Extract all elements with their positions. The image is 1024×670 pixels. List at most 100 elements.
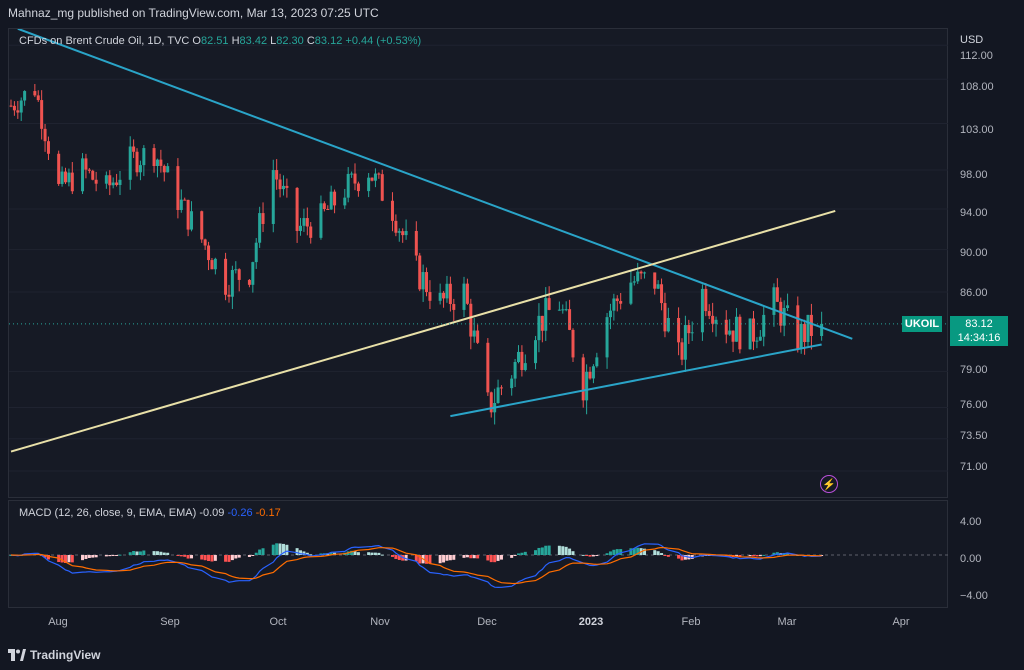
candle-body	[67, 172, 71, 183]
macd-histogram-bar	[561, 546, 565, 555]
candle-body	[486, 342, 490, 393]
candle-body	[636, 271, 640, 282]
macd-histogram-bar	[643, 548, 647, 555]
brand-name: TradingView	[30, 648, 101, 662]
macd-histogram-bar	[496, 555, 500, 561]
candle-body	[401, 231, 405, 236]
candle-body	[224, 258, 228, 295]
candle-body	[608, 310, 612, 318]
candle-body	[425, 272, 429, 293]
macd-histogram-bar	[585, 555, 589, 556]
candle-body	[397, 231, 401, 233]
candle-body	[40, 100, 44, 129]
candle-body	[690, 332, 694, 334]
macd-histogram-bar	[653, 550, 657, 555]
macd-histogram-bar	[445, 555, 449, 561]
candle-body	[414, 230, 418, 256]
macd-histogram-bar	[356, 552, 360, 555]
macd-histogram-bar	[414, 555, 418, 562]
trendline-descending-resistance	[17, 29, 853, 340]
price-chart-svg[interactable]	[9, 29, 949, 499]
macd-histogram-bar	[213, 555, 217, 561]
candle-body	[285, 185, 289, 188]
macd-histogram-bar	[254, 552, 258, 555]
macd-histogram-bar	[615, 549, 619, 555]
candle-body	[513, 361, 517, 379]
candle-body	[394, 220, 398, 233]
candle-body	[299, 225, 303, 231]
close-label: C	[306, 35, 315, 47]
macd-histogram-bar	[683, 555, 687, 560]
macd-histogram-bar	[227, 555, 231, 562]
macd-histogram-bar	[786, 552, 790, 555]
macd-tick: −4.00	[960, 590, 988, 602]
macd-histogram-bar	[67, 555, 71, 563]
candle-body	[452, 304, 456, 310]
candle-body	[748, 318, 752, 350]
candle-body	[568, 309, 572, 330]
macd-histogram-bar	[748, 555, 752, 556]
open-value: 82.51	[200, 35, 229, 47]
candle-body	[731, 330, 735, 342]
time-tick: Feb	[681, 616, 701, 628]
candle-body	[663, 303, 667, 332]
macd-histogram-bar	[353, 551, 357, 555]
macd-pane[interactable]: MACD (12, 26, close, 9, EMA, EMA) -0.09 …	[8, 500, 949, 609]
macd-histogram-bar	[476, 555, 480, 559]
macd-histogram-bar	[537, 547, 541, 555]
candle-body	[448, 283, 452, 305]
candle-body	[462, 283, 466, 310]
macd-svg[interactable]	[9, 501, 949, 609]
macd-histogram-bar	[619, 549, 623, 555]
candle-body	[333, 191, 337, 206]
candle-body	[704, 288, 708, 312]
candle-body	[510, 378, 514, 389]
candle-body	[520, 351, 524, 370]
high-label: H	[231, 35, 240, 47]
candle-body	[322, 203, 326, 210]
price-chart-pane[interactable]: CFDs on Brent Crude Oil, 1D, TVC O82.51 …	[8, 28, 949, 499]
candle-body	[775, 287, 779, 302]
macd-histogram-bar	[758, 555, 762, 557]
macd-histogram-bar	[513, 555, 517, 556]
macd-histogram-bar	[329, 552, 333, 555]
tradingview-footer[interactable]: TradingView	[8, 648, 100, 662]
symbol-text: CFDs on Brent Crude Oil, 1D, TVC	[19, 35, 190, 47]
candle-body	[544, 298, 548, 331]
macd-histogram-bar	[186, 555, 190, 559]
macd-histogram-bar	[418, 555, 422, 564]
time-axis[interactable]: Aug Sep Oct Nov Dec 2023 Feb Mar Apr	[8, 608, 948, 636]
macd-histogram-bar	[772, 552, 776, 555]
macd-histogram-bar	[135, 551, 139, 555]
macd-histogram-bar	[142, 550, 146, 555]
candle-body	[581, 357, 585, 401]
macd-histogram-bar	[656, 551, 660, 555]
publish-info: Mahnaz_mg published on TradingView.com, …	[8, 6, 379, 20]
macd-histogram-bar	[438, 555, 442, 564]
candle-body	[428, 292, 432, 301]
macd-histogram-bar	[81, 555, 85, 561]
lightning-icon[interactable]: ⚡	[820, 475, 838, 493]
candle-body	[142, 148, 146, 166]
macd-histogram-bar	[390, 555, 394, 557]
macd-histogram-bar	[295, 548, 299, 555]
candle-body	[390, 200, 394, 221]
macd-histogram-bar	[350, 550, 354, 555]
candle-body	[496, 387, 500, 403]
candle-body	[683, 325, 687, 360]
candle-body	[373, 173, 377, 181]
candle-body	[227, 294, 231, 297]
candle-body	[237, 269, 241, 280]
candle-body	[63, 171, 67, 183]
candle-body	[81, 158, 85, 192]
macd-histogram-bar	[493, 555, 497, 563]
candle-body	[305, 218, 309, 227]
macd-histogram-bar	[132, 550, 136, 555]
candle-body	[571, 329, 575, 358]
candle-body	[472, 330, 476, 337]
macd-histogram-bar	[564, 546, 568, 555]
trendline-ascending-support	[450, 343, 822, 418]
candle-body	[629, 282, 633, 304]
macd-histogram-bar	[557, 545, 561, 555]
candle-body	[281, 185, 285, 190]
